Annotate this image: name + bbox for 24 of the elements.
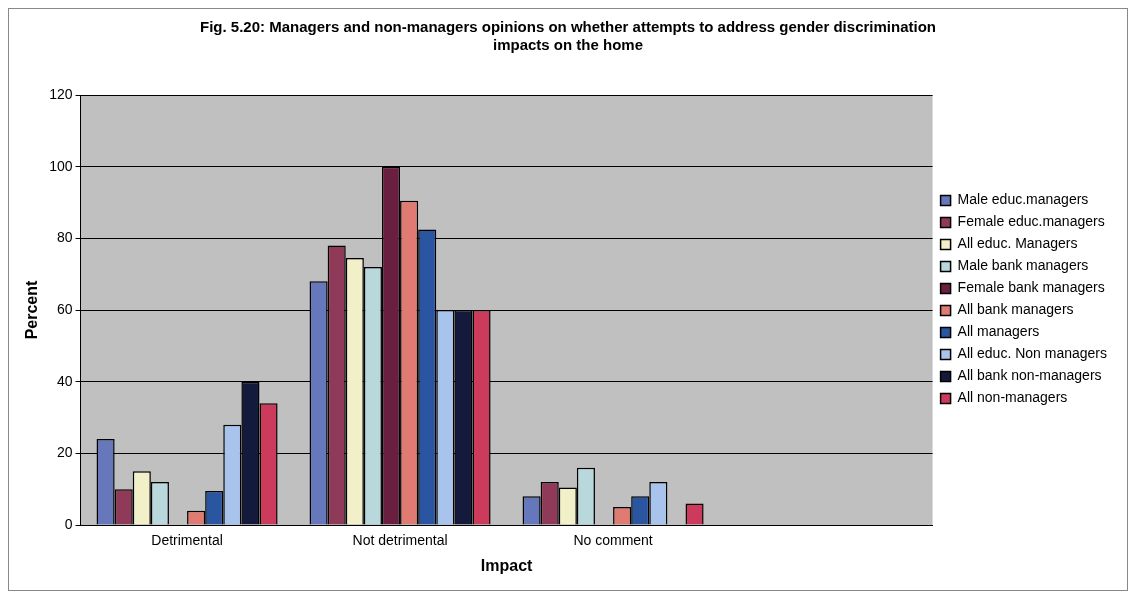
x-tick-label: Detrimental	[151, 532, 223, 549]
x-tick-label: Not detrimental	[352, 532, 448, 549]
y-tick-label: 120	[49, 85, 73, 102]
legend-label: Male educ.managers	[957, 191, 1089, 208]
legend-label: All managers	[957, 323, 1040, 340]
legend-label: All non-managers	[957, 389, 1068, 406]
y-tick-label: 40	[56, 372, 73, 389]
text: Fig. 5.20: Managers and non-managers opinions on whether attempts to address gender discrimination	[200, 18, 936, 36]
y-tick-label: 0	[64, 515, 73, 532]
y-tick-label: 80	[56, 229, 73, 246]
legend-label: All educ. Non managers	[957, 345, 1108, 362]
x-axis-title: Impact	[480, 556, 534, 574]
y-tick-label: 100	[49, 157, 73, 174]
text: impacts on the home	[492, 36, 644, 54]
legend-label: All educ. Managers	[957, 235, 1078, 252]
y-axis-title: Percent	[23, 279, 41, 340]
legend-label: Male bank managers	[957, 257, 1089, 274]
legend-label: Female bank managers	[957, 279, 1105, 296]
legend-label: All bank managers	[957, 301, 1074, 318]
legend-label: All bank non-managers	[957, 367, 1102, 384]
y-tick-label: 20	[56, 444, 73, 461]
y-tick-label: 60	[56, 300, 73, 317]
x-tick-label: No comment	[573, 532, 653, 549]
legend-label: Female educ.managers	[957, 213, 1105, 230]
